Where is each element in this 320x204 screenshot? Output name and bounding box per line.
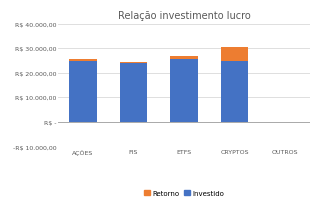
Bar [120, 62, 148, 122]
Bar [69, 60, 97, 61]
Title: Relação investimento lucro: Relação investimento lucro [118, 11, 250, 21]
Bar [69, 61, 97, 122]
Bar [170, 60, 198, 122]
Legend: Retorno, Investido: Retorno, Investido [141, 187, 227, 198]
Bar [220, 48, 248, 61]
Bar [120, 62, 148, 64]
Bar [170, 56, 198, 60]
Bar [220, 61, 248, 122]
